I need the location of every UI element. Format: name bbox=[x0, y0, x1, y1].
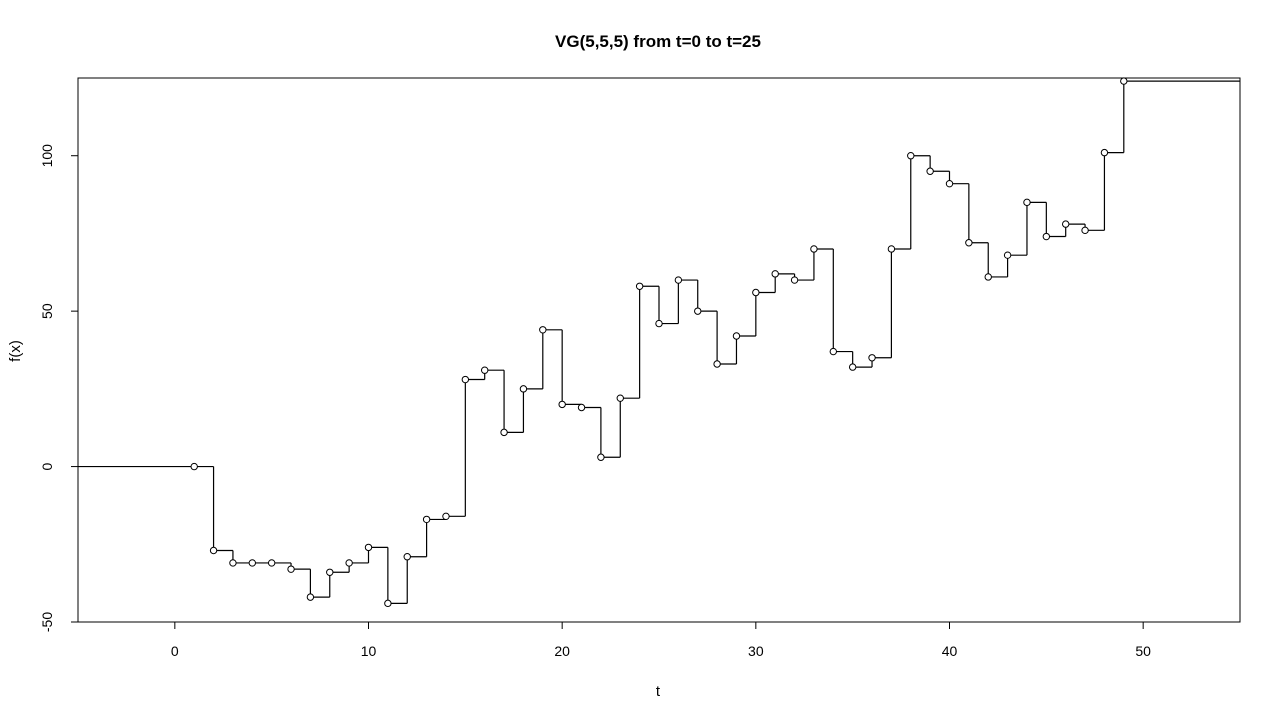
data-point bbox=[1023, 198, 1031, 207]
chart-title: VG(5,5,5) from t=0 to t=25 bbox=[555, 32, 761, 51]
data-point bbox=[616, 394, 624, 402]
series-layer bbox=[78, 77, 1240, 608]
data-point bbox=[635, 282, 644, 290]
data-point bbox=[1120, 77, 1128, 85]
data-point bbox=[1003, 251, 1012, 259]
data-point bbox=[422, 515, 431, 524]
data-point bbox=[655, 319, 663, 328]
data-point bbox=[267, 559, 276, 567]
data-point bbox=[1081, 226, 1089, 235]
y-tick-label: 0 bbox=[39, 462, 55, 470]
data-point bbox=[926, 167, 934, 175]
data-point bbox=[248, 559, 257, 567]
data-point bbox=[829, 347, 837, 356]
y-tick-label: 50 bbox=[39, 303, 55, 319]
data-point bbox=[732, 332, 741, 340]
data-point bbox=[945, 179, 954, 188]
x-axis: 0 10 20 30 40 50 bbox=[171, 621, 1151, 659]
data-point bbox=[384, 599, 392, 608]
data-point bbox=[287, 565, 295, 573]
data-point bbox=[752, 288, 760, 297]
data-point bbox=[539, 326, 547, 334]
data-point bbox=[674, 276, 683, 284]
x-tick-label: 20 bbox=[554, 643, 570, 659]
data-point bbox=[209, 546, 218, 555]
data-point bbox=[790, 276, 799, 284]
data-point bbox=[442, 512, 450, 521]
x-axis-label: t bbox=[656, 683, 661, 700]
data-point bbox=[326, 568, 334, 576]
x-tick-label: 50 bbox=[1135, 643, 1151, 659]
data-point bbox=[519, 385, 528, 393]
data-point bbox=[577, 403, 586, 412]
data-point bbox=[1100, 148, 1109, 157]
series-group bbox=[78, 77, 1240, 608]
data-point bbox=[868, 354, 876, 362]
data-point bbox=[1062, 220, 1070, 228]
data-point bbox=[694, 307, 702, 315]
y-tick-label: 100 bbox=[39, 144, 55, 168]
x-tick-label: 10 bbox=[361, 643, 377, 659]
data-point bbox=[1042, 232, 1051, 241]
y-axis: -50 0 50 100 bbox=[39, 144, 79, 632]
data-point bbox=[403, 553, 411, 561]
data-point bbox=[481, 366, 489, 374]
x-tick-label: 0 bbox=[171, 643, 179, 659]
y-tick-label: -50 bbox=[39, 612, 55, 632]
data-point bbox=[965, 239, 973, 247]
x-tick-label: 30 bbox=[748, 643, 764, 659]
data-point bbox=[984, 273, 992, 281]
x-tick-label: 40 bbox=[942, 643, 958, 659]
data-point bbox=[713, 360, 721, 368]
data-point bbox=[306, 593, 315, 601]
data-point bbox=[461, 375, 470, 384]
data-point bbox=[771, 270, 779, 278]
data-point bbox=[597, 453, 605, 461]
data-point bbox=[887, 245, 896, 253]
plot-frame bbox=[77, 77, 1241, 623]
data-point bbox=[848, 363, 857, 371]
data-point bbox=[345, 559, 353, 567]
data-point bbox=[190, 462, 198, 471]
data-point bbox=[558, 400, 566, 409]
data-point bbox=[364, 543, 373, 552]
y-axis-label: f(x) bbox=[7, 340, 24, 362]
data-point bbox=[810, 245, 818, 253]
data-point bbox=[229, 559, 237, 567]
data-point bbox=[500, 428, 508, 437]
data-point bbox=[907, 152, 915, 160]
